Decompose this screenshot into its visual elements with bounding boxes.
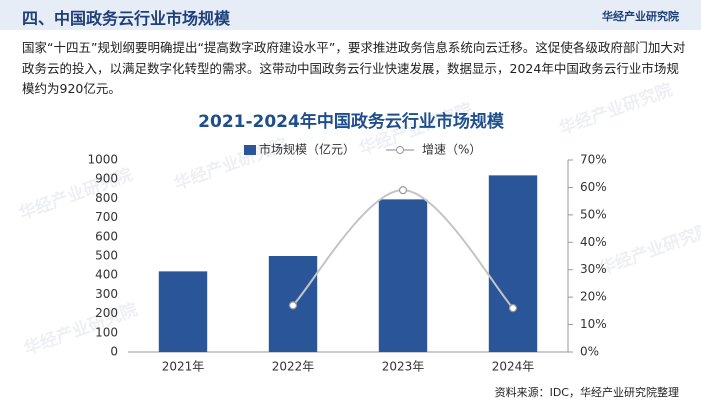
legend-swatch — [396, 146, 404, 154]
y-tick-label: 100 — [95, 325, 118, 339]
y2-tick-label: 20% — [580, 290, 607, 304]
y2-tick-label: 40% — [580, 235, 607, 249]
legend-label: 增速（%） — [422, 143, 481, 157]
y-tick-label: 400 — [95, 268, 118, 282]
header-band: 四、中国政务云行业市场规模 华经产业研究院 — [0, 0, 701, 30]
y-tick-label: 700 — [95, 210, 118, 224]
x-tick-label: 2024年 — [492, 360, 535, 374]
y2-tick-label: 70% — [580, 153, 607, 167]
bar — [488, 175, 538, 352]
paragraph: 国家“十四五”规划纲要明确提出“提高数字政府建设水平”，要求推进政务信息系统向云… — [22, 40, 686, 96]
y-tick-label: 800 — [95, 191, 118, 205]
x-tick-label: 2023年 — [382, 360, 425, 374]
bar — [158, 271, 208, 352]
watermark: 华经产业研究院 — [596, 219, 701, 279]
legend-swatch — [244, 145, 256, 155]
y2-tick-label: 0% — [580, 345, 599, 359]
legend-label: 市场规模（亿元） — [259, 142, 355, 157]
y-tick-label: 500 — [95, 249, 118, 263]
chart-title: 2021-2024年中国政务云行业市场规模 — [198, 111, 505, 132]
bar — [378, 199, 428, 352]
brand: 华经产业研究院 — [602, 10, 679, 23]
y-tick-label: 600 — [95, 229, 118, 243]
x-tick-label: 2021年 — [162, 360, 205, 374]
x-tick-label: 2022年 — [272, 360, 315, 374]
watermark: 华经产业研究院 — [556, 79, 675, 139]
y2-tick-label: 50% — [580, 207, 607, 221]
y2-tick-label: 60% — [580, 180, 607, 194]
y-tick-label: 900 — [95, 172, 118, 186]
point — [288, 301, 298, 310]
source: 资料来源：IDC，华经产业研究院整理 — [494, 386, 679, 399]
y-tick-label: 300 — [95, 287, 118, 301]
y2-tick-label: 10% — [580, 317, 607, 331]
watermark: 华经产业研究院 — [21, 299, 140, 359]
y2-tick-label: 30% — [580, 262, 607, 276]
header-title: 四、中国政务云行业市场规模 — [22, 9, 231, 28]
y-tick-label: 0 — [110, 345, 118, 359]
point — [398, 186, 408, 195]
point — [508, 304, 518, 313]
y-tick-label: 1000 — [87, 153, 118, 167]
y-tick-label: 200 — [95, 306, 118, 320]
